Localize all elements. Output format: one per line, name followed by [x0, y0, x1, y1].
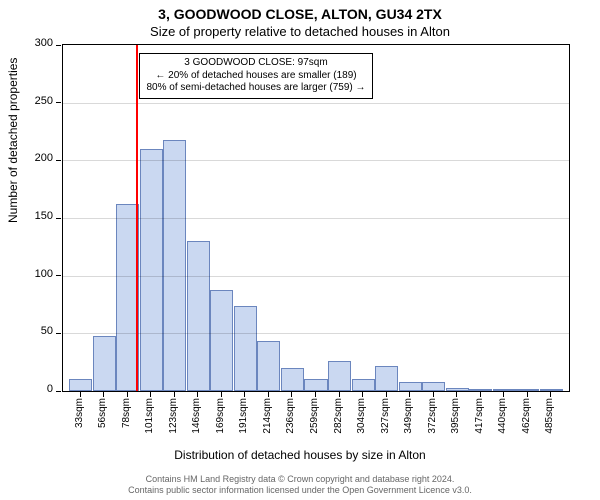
y-tick-label: 200 — [35, 152, 53, 164]
x-tick-label: 304sqm — [356, 398, 367, 434]
annotation-box: 3 GOODWOOD CLOSE: 97sqm← 20% of detached… — [139, 53, 372, 99]
histogram-bar — [399, 382, 422, 391]
x-tick-label: 146sqm — [191, 398, 202, 434]
y-tick-label: 50 — [41, 325, 53, 337]
footer-line-1: Contains HM Land Registry data © Crown c… — [0, 474, 600, 485]
histogram-bar — [93, 336, 116, 391]
gridline — [63, 218, 569, 219]
histogram-bar — [540, 389, 563, 391]
x-tick-label: 282sqm — [333, 398, 344, 434]
histogram-bar — [210, 290, 233, 391]
x-tick-label: 191sqm — [238, 398, 249, 434]
histogram-bar — [352, 379, 375, 391]
x-tick-label: 462sqm — [521, 398, 532, 434]
annotation-line: 3 GOODWOOD CLOSE: 97sqm — [146, 57, 365, 70]
histogram-bar — [234, 306, 257, 391]
footer-attribution: Contains HM Land Registry data © Crown c… — [0, 474, 600, 496]
y-tick-label: 0 — [47, 383, 53, 395]
x-tick-label: 372sqm — [427, 398, 438, 434]
y-axis-label: Number of detached properties — [6, 58, 20, 223]
x-tick-label: 56sqm — [97, 398, 108, 428]
x-axis-label: Distribution of detached houses by size … — [0, 448, 600, 462]
gridline — [63, 276, 569, 277]
histogram-bar — [187, 241, 210, 391]
x-tick-label: 33sqm — [74, 398, 85, 428]
histogram-bar — [304, 379, 327, 391]
x-tick-label: 214sqm — [262, 398, 273, 434]
footer-line-2: Contains public sector information licen… — [0, 485, 600, 496]
x-tick-label: 349sqm — [403, 398, 414, 434]
x-tick-label: 485sqm — [544, 398, 555, 434]
y-tick-label: 300 — [35, 37, 53, 49]
gridline — [63, 160, 569, 161]
y-tick-label: 100 — [35, 268, 53, 280]
x-axis-ticks: 33sqm 56sqm 78sqm 101sqm 123sqm 146sqm 169sqm 1… — [62, 392, 570, 452]
x-tick-label: 395sqm — [450, 398, 461, 434]
x-tick-label: 78sqm — [121, 398, 132, 428]
x-tick-label: 169sqm — [215, 398, 226, 434]
histogram-bar — [328, 361, 351, 391]
histogram-bar — [257, 341, 280, 391]
histogram-bar — [375, 366, 398, 391]
x-tick-label: 417sqm — [474, 398, 485, 434]
histogram-bar — [69, 379, 92, 391]
histogram-bar — [163, 140, 186, 391]
x-tick-label: 101sqm — [144, 398, 155, 434]
x-tick-label: 236sqm — [285, 398, 296, 434]
chart-title-main: 3, GOODWOOD CLOSE, ALTON, GU34 2TX — [0, 6, 600, 22]
histogram-bar — [516, 389, 539, 391]
x-tick-label: 123sqm — [168, 398, 179, 434]
y-tick-label: 150 — [35, 210, 53, 222]
gridline — [63, 103, 569, 104]
histogram-bar — [281, 368, 304, 391]
gridline — [63, 333, 569, 334]
x-tick-label: 440sqm — [497, 398, 508, 434]
chart-title-sub: Size of property relative to detached ho… — [0, 24, 600, 39]
histogram-bar — [493, 389, 516, 391]
marker-line — [136, 45, 138, 391]
histogram-plot-area: 0501001502002503003 GOODWOOD CLOSE: 97sq… — [62, 44, 570, 392]
x-tick-label: 259sqm — [309, 398, 320, 434]
histogram-bar — [422, 382, 445, 391]
x-tick-label: 327sqm — [380, 398, 391, 434]
annotation-line: 80% of semi-detached houses are larger (… — [146, 82, 365, 95]
annotation-line: ← 20% of detached houses are smaller (18… — [146, 70, 365, 83]
histogram-bar — [140, 149, 163, 391]
y-tick-label: 250 — [35, 95, 53, 107]
histogram-bar — [446, 388, 469, 391]
histogram-bar — [469, 389, 492, 391]
